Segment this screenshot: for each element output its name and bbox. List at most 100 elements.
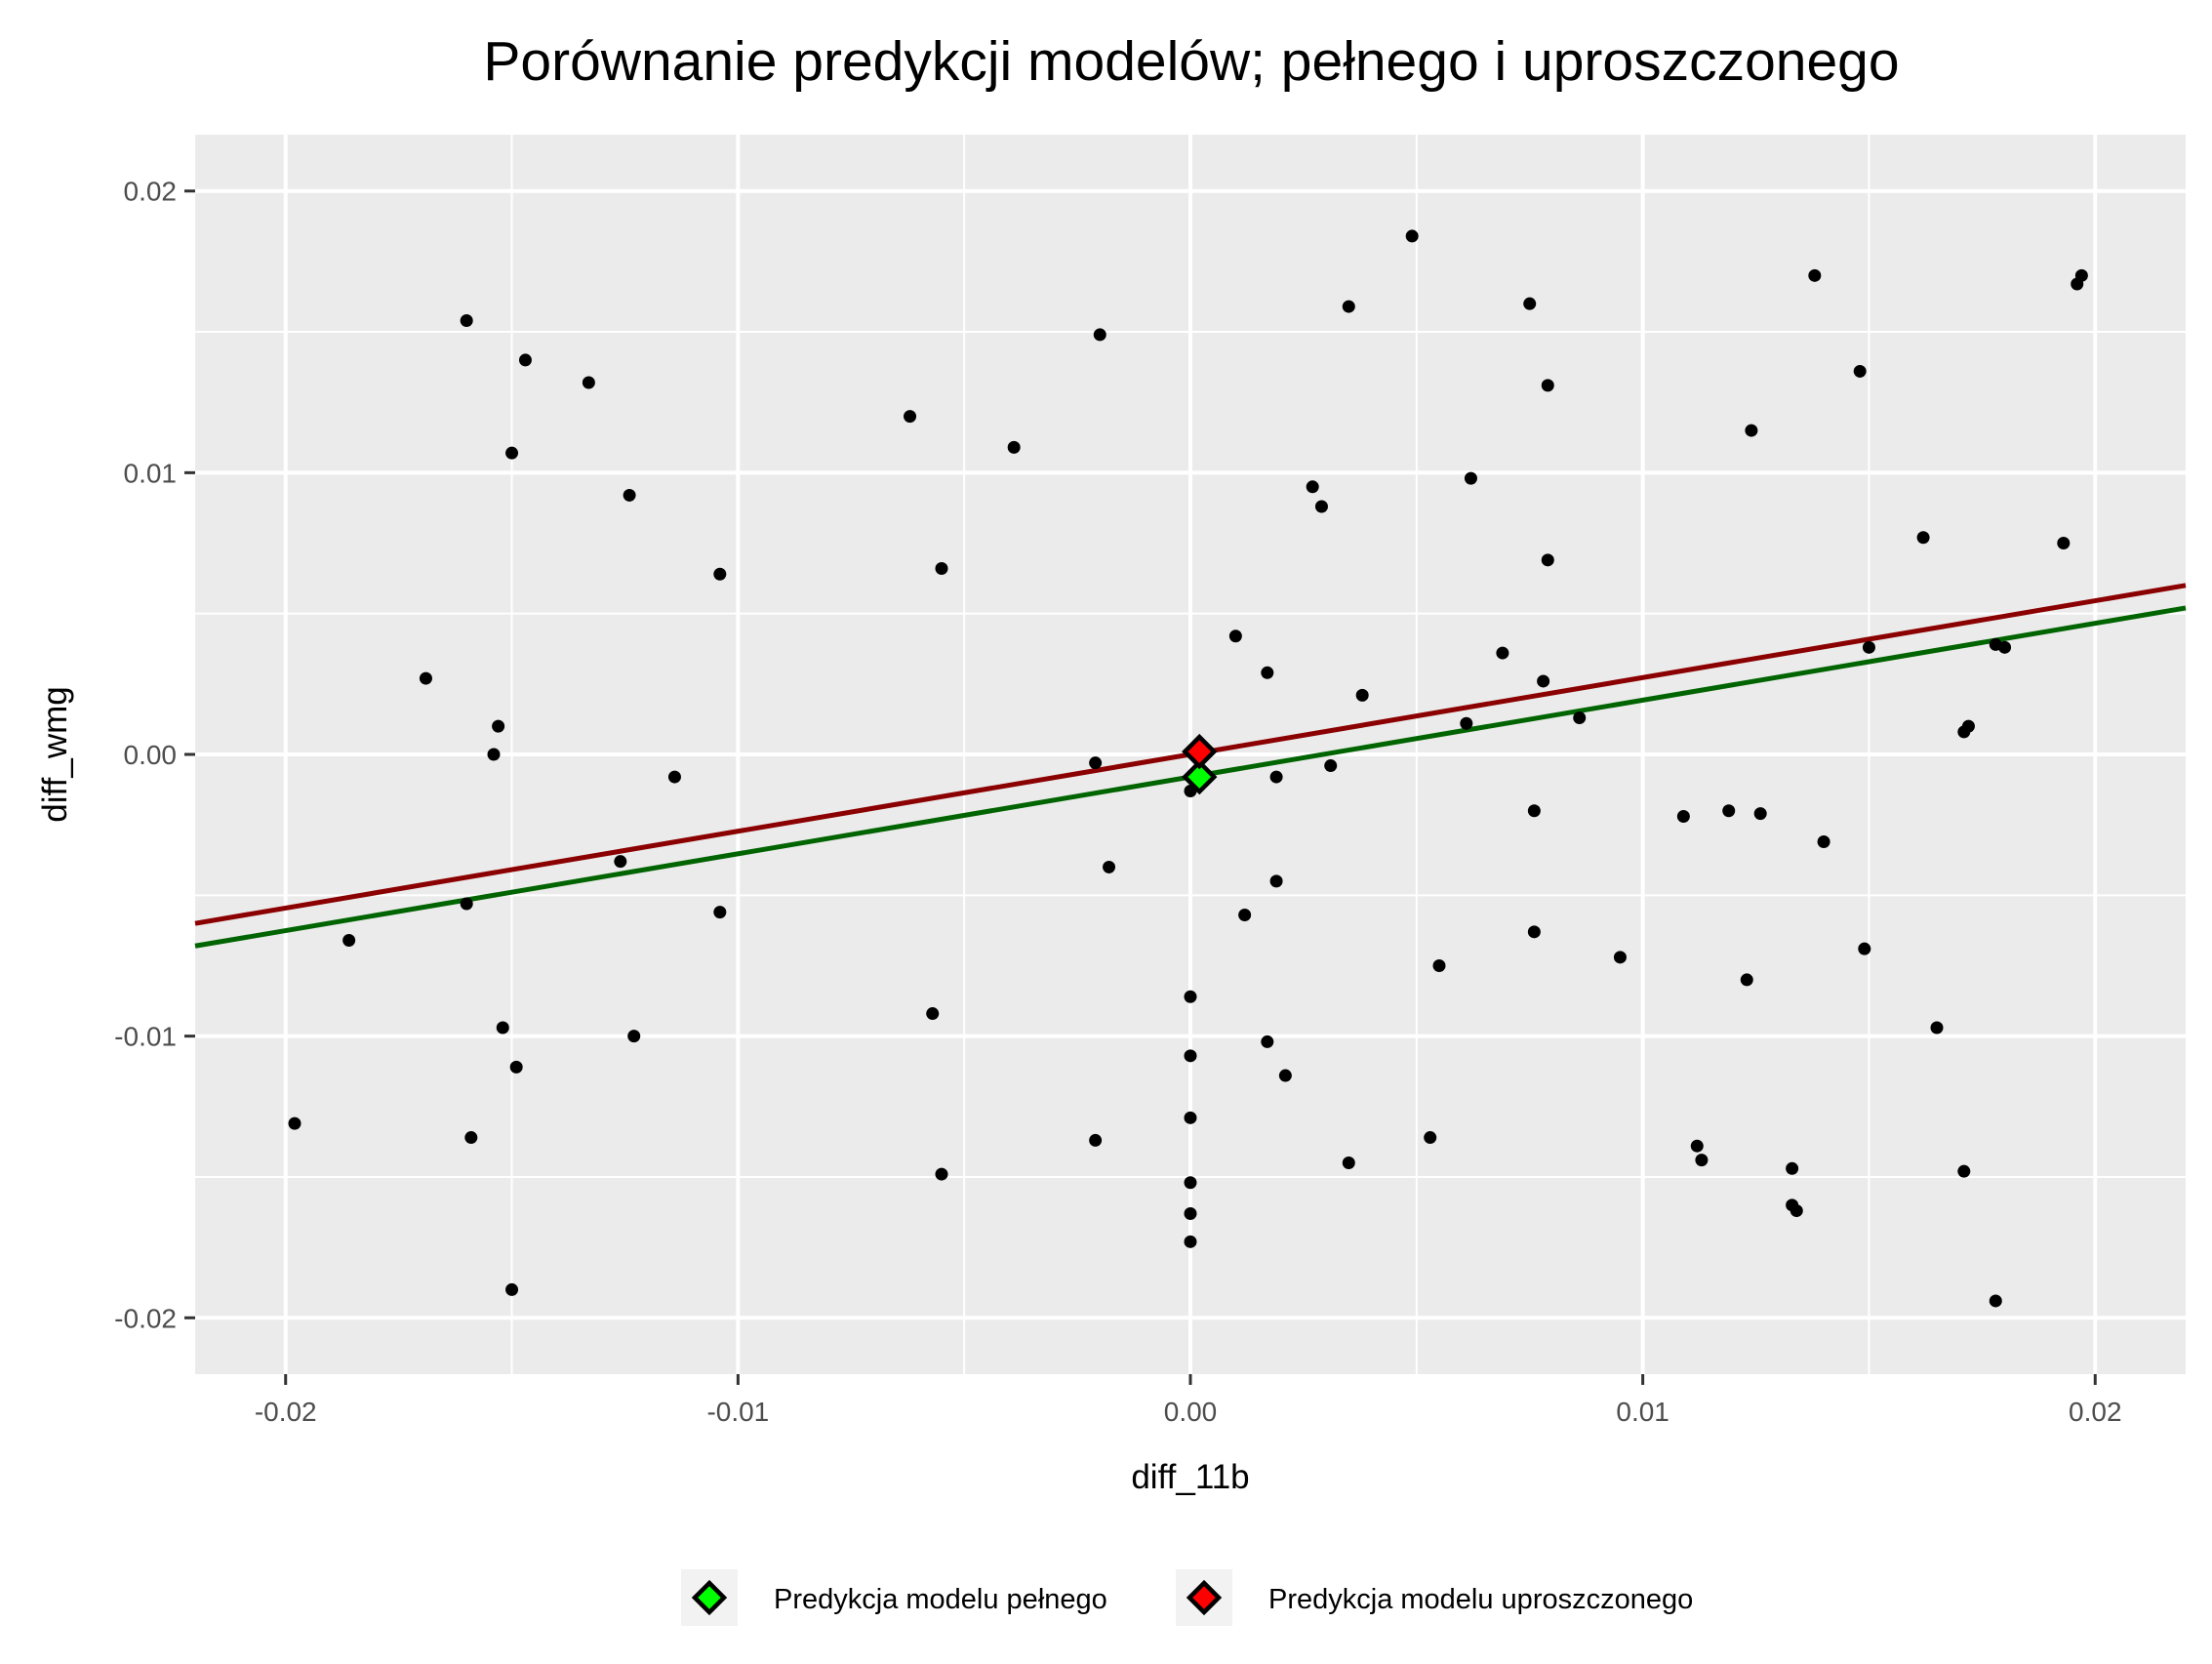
data-point	[1184, 1206, 1197, 1220]
chart-title: Porównanie predykcji modelów; pełnego i …	[483, 30, 1899, 93]
data-point	[505, 446, 519, 460]
data-point	[1184, 1111, 1197, 1124]
data-point	[1858, 942, 1871, 955]
data-point	[1089, 1133, 1103, 1147]
data-point	[1523, 297, 1537, 310]
data-point	[623, 488, 636, 502]
data-point	[1786, 1161, 1799, 1175]
data-point	[904, 410, 917, 424]
data-point	[926, 1007, 940, 1021]
data-point	[1930, 1021, 1944, 1035]
data-point	[1261, 666, 1274, 679]
data-point	[419, 671, 432, 685]
data-point	[1278, 1069, 1292, 1082]
legend: Predykcja modelu pełnego Predykcja modelu…	[681, 1569, 1693, 1626]
data-point	[1261, 1035, 1274, 1048]
data-point	[2074, 268, 2088, 282]
data-point	[1961, 719, 1975, 733]
data-point	[1238, 909, 1252, 922]
data-point	[1916, 531, 1930, 545]
data-point	[1998, 640, 2012, 654]
data-point	[1324, 759, 1338, 773]
data-points	[288, 229, 2088, 1308]
data-point	[1184, 990, 1197, 1003]
data-point	[1957, 1164, 1971, 1178]
data-point	[1753, 807, 1767, 821]
legend-marker	[691, 1579, 728, 1616]
x-axis-title: diff_11b	[1131, 1458, 1249, 1496]
y-tick-label: -0.01	[114, 1022, 177, 1052]
data-point	[1527, 804, 1541, 818]
data-point	[1342, 300, 1355, 313]
prediction-marker	[1182, 733, 1218, 770]
data-point	[614, 855, 627, 869]
data-point	[460, 314, 473, 327]
axis-ticks: -0.02 -0.01 0.00 0.01 0.02 -0.02 -0.01 0.00 0.01…	[114, 177, 2121, 1427]
data-point	[935, 1167, 948, 1181]
data-point	[627, 1030, 641, 1043]
legend-marker	[1186, 1579, 1223, 1616]
prediction-markers	[1182, 733, 1218, 795]
prediction-marker	[1182, 758, 1218, 795]
data-point	[1690, 1139, 1704, 1153]
data-point	[1808, 268, 1822, 282]
data-point	[1184, 1176, 1197, 1190]
data-point	[1103, 860, 1116, 873]
legend-label: Predykcja modelu pełnego	[774, 1584, 1107, 1615]
data-point	[496, 1021, 509, 1035]
data-point	[1541, 379, 1554, 392]
data-point	[1817, 834, 1830, 848]
data-point	[505, 1282, 519, 1296]
data-point	[1695, 1154, 1709, 1167]
data-point	[1228, 629, 1242, 643]
data-point	[1496, 646, 1509, 660]
data-point	[1740, 973, 1753, 987]
data-point	[1722, 804, 1736, 818]
data-point	[1573, 710, 1587, 724]
legend-label: Predykcja modelu uproszczonego	[1268, 1584, 1693, 1615]
data-point	[1745, 424, 1758, 437]
data-point	[1342, 1157, 1355, 1170]
data-point	[1432, 958, 1446, 972]
data-point	[288, 1116, 302, 1130]
y-axis-title: diff_wmg	[36, 686, 74, 822]
data-point	[1314, 500, 1328, 513]
data-point	[1613, 951, 1627, 964]
x-tick-label: 0.01	[1616, 1397, 1669, 1427]
data-point	[713, 567, 727, 581]
data-point	[492, 719, 505, 733]
data-point	[1355, 688, 1369, 702]
data-point	[518, 353, 532, 367]
data-point	[1405, 229, 1419, 243]
data-point	[935, 562, 948, 575]
data-point	[1460, 716, 1473, 730]
x-tick-label: -0.02	[255, 1397, 317, 1427]
data-point	[460, 897, 473, 911]
x-tick-label: 0.00	[1164, 1397, 1218, 1427]
data-point	[1424, 1131, 1437, 1145]
data-point	[1541, 553, 1554, 567]
data-point	[1790, 1204, 1803, 1218]
data-point	[1269, 770, 1283, 784]
data-point	[1093, 328, 1106, 342]
y-tick-label: 0.02	[124, 177, 178, 207]
data-point	[1862, 640, 1875, 654]
y-tick-label: -0.02	[114, 1303, 177, 1333]
data-point	[1853, 364, 1867, 378]
data-point	[342, 934, 356, 947]
data-point	[1184, 1049, 1197, 1063]
data-point	[582, 376, 595, 389]
data-point	[1306, 480, 1319, 494]
data-point	[1527, 925, 1541, 939]
x-tick-label: 0.02	[2069, 1397, 2122, 1427]
data-point	[713, 906, 727, 919]
data-point	[1184, 1235, 1197, 1248]
y-tick-label: 0.00	[124, 740, 178, 770]
data-point	[1464, 471, 1477, 485]
data-point	[1537, 674, 1550, 688]
data-point	[1676, 810, 1690, 823]
y-tick-label: 0.01	[124, 458, 178, 488]
data-point	[1089, 756, 1103, 770]
